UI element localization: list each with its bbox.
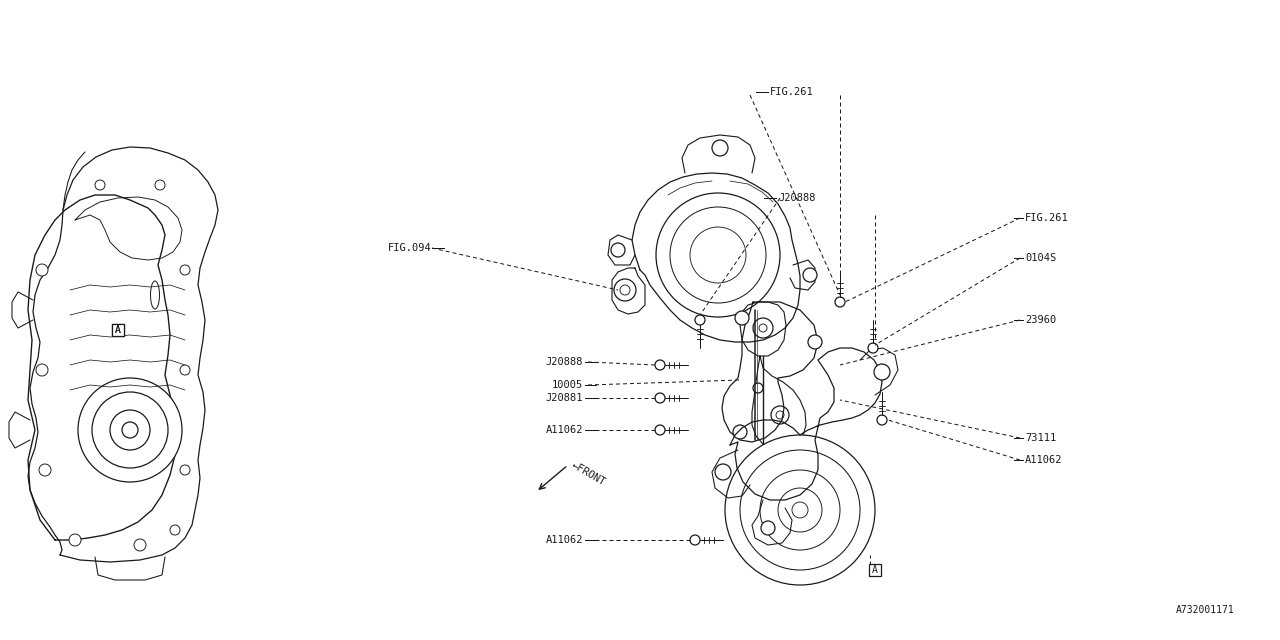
Text: 73111: 73111 [1025,433,1056,443]
Text: A: A [872,565,878,575]
Circle shape [614,279,636,301]
Text: A11062: A11062 [545,535,582,545]
Circle shape [712,140,728,156]
Circle shape [760,470,840,550]
Circle shape [36,364,49,376]
Text: 10005: 10005 [552,380,582,390]
Circle shape [753,383,763,393]
Circle shape [657,193,780,317]
Circle shape [134,539,146,551]
Circle shape [868,343,878,353]
Circle shape [69,534,81,546]
Text: FIG.094: FIG.094 [388,243,433,253]
Text: A: A [115,325,120,335]
FancyBboxPatch shape [869,564,881,576]
Circle shape [808,335,822,349]
Circle shape [170,525,180,535]
Circle shape [877,415,887,425]
Circle shape [95,180,105,190]
Circle shape [655,393,666,403]
Circle shape [762,521,774,535]
Text: A732001171: A732001171 [1176,605,1235,615]
Ellipse shape [151,281,160,309]
Circle shape [716,464,731,480]
Circle shape [655,360,666,370]
Circle shape [611,243,625,257]
Text: A: A [115,325,120,335]
Circle shape [690,227,746,283]
Text: J20888: J20888 [545,357,582,367]
Text: 23960: 23960 [1025,315,1056,325]
Circle shape [740,450,860,570]
Text: A11062: A11062 [545,425,582,435]
Text: FIG.261: FIG.261 [771,87,814,97]
Circle shape [735,311,749,325]
Circle shape [778,488,822,532]
Circle shape [180,465,189,475]
Circle shape [733,425,748,439]
Circle shape [803,268,817,282]
Text: J20881: J20881 [545,393,582,403]
Circle shape [835,297,845,307]
Text: A11062: A11062 [1025,455,1062,465]
Circle shape [655,425,666,435]
Circle shape [690,535,700,545]
Circle shape [38,464,51,476]
Circle shape [122,422,138,438]
Circle shape [180,365,189,375]
Circle shape [695,315,705,325]
Circle shape [78,378,182,482]
Circle shape [669,207,765,303]
Circle shape [110,410,150,450]
Circle shape [36,264,49,276]
Circle shape [792,502,808,518]
Text: 0104S: 0104S [1025,253,1056,263]
Circle shape [759,324,767,332]
Circle shape [180,265,189,275]
Circle shape [724,435,876,585]
Circle shape [753,318,773,338]
Circle shape [92,392,168,468]
Text: FIG.261: FIG.261 [1025,213,1069,223]
FancyBboxPatch shape [113,324,124,336]
Circle shape [771,406,788,424]
Circle shape [620,285,630,295]
Text: J20888: J20888 [778,193,815,203]
Circle shape [155,180,165,190]
Circle shape [874,364,890,380]
FancyBboxPatch shape [113,324,124,336]
Text: ←FRONT: ←FRONT [570,460,607,487]
Circle shape [776,411,785,419]
